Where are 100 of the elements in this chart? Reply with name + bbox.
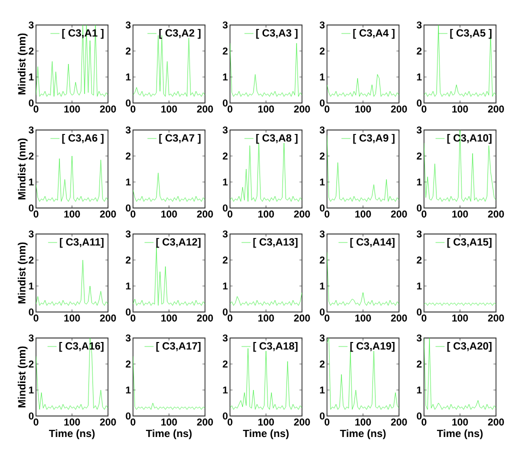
y-tick-label: 2 [416, 256, 422, 264]
y-tick-label: 3 [320, 334, 325, 342]
line-series [327, 338, 400, 410]
x-tick-label: 100 [452, 418, 468, 426]
y-tick-label: 3 [416, 21, 422, 29]
y-tick-label: 2 [126, 152, 131, 160]
y-axis-title: Mindist (nm) [18, 242, 28, 304]
line-series [36, 260, 108, 306]
x-tick-label: 100 [452, 314, 468, 322]
y-tick-label: 1 [29, 386, 34, 394]
x-tick-label: 100 [161, 210, 177, 218]
y-tick-label: 3 [416, 126, 422, 134]
x-tick-label: 200 [197, 418, 213, 426]
x-tick-label: 200 [100, 418, 116, 426]
x-tick-label: 200 [100, 106, 116, 113]
y-tick-label: 2 [320, 48, 325, 54]
y-tick-label: 3 [28, 21, 34, 29]
line-series [327, 74, 400, 97]
y-tick-label: 0 [222, 204, 228, 212]
y-tick-label: 3 [222, 334, 228, 342]
x-axis-title: Time (ns) [48, 429, 95, 440]
x-tick-label: 100 [258, 314, 274, 322]
y-tick-label: 0 [222, 308, 228, 316]
y-tick-label: 3 [416, 230, 422, 238]
legend-label: [ C3,A11] [60, 238, 104, 248]
y-tick-label: 2 [28, 152, 34, 160]
y-tick-label: 3 [320, 126, 325, 134]
y-tick-label: 3 [320, 230, 325, 238]
y-tick-label: 0 [320, 308, 325, 316]
x-tick-label: 100 [355, 314, 371, 322]
x-tick-label: 200 [197, 314, 213, 322]
x-axis-title: Time (ns) [340, 429, 386, 440]
legend-label: [ C3,A13] [253, 238, 298, 248]
x-tick-label: 100 [161, 418, 177, 426]
x-tick-label: 100 [258, 418, 274, 426]
x-tick-label: 200 [488, 418, 504, 426]
x-tick-label: 100 [64, 210, 80, 218]
legend-label: [ C3,A19] [350, 342, 394, 352]
legend-label: [ C3,A20] [447, 342, 492, 352]
legend-label: [ C3,A3 ] [256, 28, 298, 39]
y-tick-label: 1 [223, 74, 228, 80]
y-tick-label: 1 [223, 178, 228, 186]
y-tick-label: 1 [417, 178, 422, 186]
y-tick-label: 1 [223, 386, 228, 394]
x-tick-label: 100 [452, 106, 468, 113]
legend-label: [ C3,A15] [447, 238, 492, 248]
y-tick-label: 3 [28, 230, 34, 238]
y-tick-label: 0 [126, 412, 131, 420]
y-tick-label: 0 [28, 308, 34, 316]
y-tick-label: 0 [28, 204, 34, 212]
y-tick-label: 1 [29, 178, 34, 186]
y-tick-label: 3 [320, 21, 325, 29]
line-series [230, 142, 302, 202]
legend-label: [ C3,A6 ] [62, 134, 104, 144]
line-series [36, 24, 108, 97]
y-tick-label: 3 [28, 126, 34, 134]
x-tick-label: 100 [452, 210, 468, 218]
y-tick-label: 0 [320, 204, 325, 212]
line-series [424, 338, 496, 410]
x-tick-label: 200 [197, 210, 213, 218]
y-tick-label: 2 [126, 48, 131, 54]
x-tick-label: 200 [294, 314, 310, 322]
y-tick-label: 3 [126, 126, 131, 134]
y-tick-label: 3 [126, 334, 131, 342]
x-tick-label: 200 [391, 210, 407, 218]
y-tick-label: 0 [320, 412, 325, 420]
legend-label: [ C3,A2 ] [159, 28, 200, 39]
x-tick-label: 100 [355, 210, 371, 218]
y-tick-label: 2 [416, 360, 422, 368]
x-tick-label: 100 [161, 314, 177, 322]
y-tick-label: 2 [222, 48, 228, 54]
y-tick-label: 1 [417, 282, 422, 290]
y-tick-label: 1 [126, 386, 131, 394]
legend-label: [ C3,A17] [156, 342, 200, 352]
x-tick-label: 100 [355, 106, 371, 113]
line-series [327, 252, 400, 306]
x-tick-label: 200 [100, 314, 116, 322]
legend-label: [ C3,A7 ] [159, 134, 200, 144]
x-tick-label: 100 [64, 314, 80, 322]
legend-label: [ C3,A4 ] [353, 28, 394, 39]
y-tick-label: 0 [416, 204, 422, 212]
y-tick-label: 2 [126, 360, 131, 368]
y-tick-label: 1 [126, 74, 131, 80]
line-series [36, 338, 108, 410]
x-tick-label: 200 [488, 210, 504, 218]
line-series [133, 356, 205, 410]
line-series [424, 24, 496, 97]
y-tick-label: 0 [222, 99, 228, 107]
y-tick-label: 3 [416, 334, 422, 342]
y-tick-label: 1 [320, 178, 325, 186]
x-tick-label: 200 [391, 314, 407, 322]
y-tick-label: 0 [126, 99, 131, 107]
legend-label: [ C3,A18] [253, 342, 298, 352]
x-tick-label: 100 [64, 418, 80, 426]
x-tick-label: 200 [100, 210, 116, 218]
y-axis-title: Mindist (nm) [18, 138, 28, 200]
y-axis-title: Mindist (nm) [18, 33, 28, 94]
x-tick-label: 200 [488, 314, 504, 322]
x-tick-label: 100 [258, 106, 274, 113]
y-tick-label: 1 [223, 282, 228, 290]
